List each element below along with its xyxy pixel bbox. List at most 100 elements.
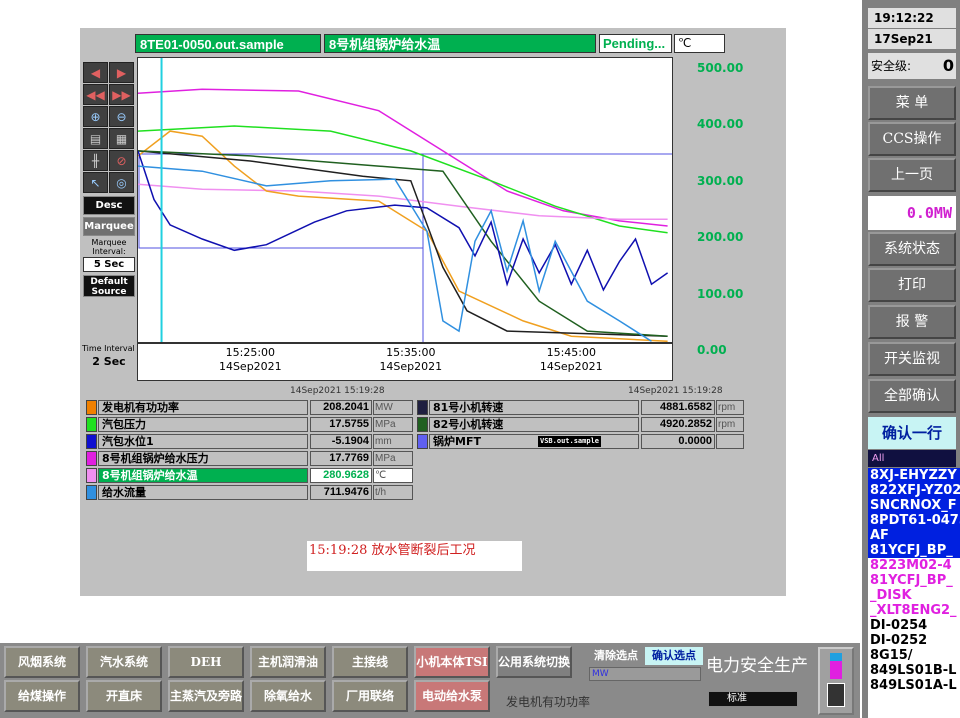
trend-launch-icon[interactable] [818,647,854,715]
series-color-swatch [86,400,97,415]
series-color-swatch [86,451,97,466]
tag-name-field[interactable]: 8TE01-0050.out.sample [135,34,321,53]
unit-field: ℃ [674,34,725,53]
alarm-item[interactable]: _DISK [868,588,960,603]
point-unit: MPa [373,417,413,432]
point-unit: mm [373,434,413,449]
system-button[interactable]: 小机本体TSI [414,646,490,678]
x-tick-date: 14Sep2021 [218,360,282,373]
point-name[interactable]: 给水流量 [98,485,308,500]
time-interval-value: 2 Sec [92,355,126,368]
unit-input[interactable]: MW [589,667,701,681]
confirm-row-button[interactable]: 确认一行 [868,417,956,449]
point-name-text: 8号机组锅炉给水温 [102,469,198,482]
nav-button[interactable]: 报 警 [868,305,956,339]
desc-button[interactable]: Desc [83,196,135,215]
alarm-item[interactable]: DI-0252 [868,633,960,648]
zoom-in-icon[interactable]: ⊕ [83,106,108,127]
system-button[interactable]: 公用系统切换 [496,646,572,678]
system-button[interactable]: 主接线 [332,646,408,678]
point-name[interactable]: 汽包压力 [98,417,308,432]
system-button[interactable]: 风烟系统 [4,646,80,678]
crosshair-icon[interactable]: ◎ [109,172,134,193]
alarm-item[interactable]: 849LS01B-L [868,663,960,678]
system-button[interactable]: 除氧给水 [250,680,326,712]
zoom-out-icon[interactable]: ⊖ [109,106,134,127]
alarm-item[interactable]: 849LS01A-L [868,678,960,693]
alarm-item[interactable]: 8G15/ [868,648,960,663]
power-readout: 0.0MW [868,196,956,230]
series-line [138,150,669,292]
y-tick-label: 0.00 [697,343,727,357]
trend-icon[interactable]: ╫ [83,150,108,171]
y-tick-label: 100.00 [697,286,744,301]
point-value: 17.5755 [310,417,372,432]
table-icon[interactable]: ▦ [109,128,134,149]
system-button[interactable]: 主蒸汽及旁路 [168,680,244,712]
system-button[interactable]: 电动给水泵 [414,680,490,712]
trend-plot[interactable] [137,57,673,343]
point-name-text: 汽包压力 [102,418,146,431]
nav-button[interactable]: 菜 单 [868,86,956,120]
system-button[interactable]: 开直床 [86,680,162,712]
alarm-item[interactable]: 8XJ-EHYZZY [868,468,960,483]
marquee-interval-field[interactable]: 5 Sec [83,257,135,272]
alarm-item[interactable]: 822XFJ-YZ02 [868,483,960,498]
cursor-icon[interactable]: ↖ [83,172,108,193]
system-button[interactable]: 厂用联络 [332,680,408,712]
point-name[interactable]: 8号机组锅炉给水压力 [98,451,308,466]
system-button[interactable]: 汽水系统 [86,646,162,678]
alarm-item[interactable]: 81YCFJ_BP_ [868,573,960,588]
series-line [138,88,668,227]
scroll-right-icon[interactable]: ▶ [109,62,134,83]
safety-level-label: 安全级: [871,59,912,73]
system-button[interactable]: 主机润滑油 [250,646,326,678]
point-value: 208.2041 [310,400,372,415]
nav-button[interactable]: 上一页 [868,158,956,192]
point-unit: MPa [373,451,413,466]
fast-right-icon[interactable]: ▶▶ [109,84,134,105]
system-button[interactable]: 给煤操作 [4,680,80,712]
alarm-item[interactable]: AF [868,528,960,543]
alarm-filter[interactable]: All [868,450,956,467]
point-name[interactable]: 发电机有功功率 [98,400,308,415]
scroll-left-icon[interactable]: ◀ [83,62,108,83]
marquee-button[interactable]: Marquee [83,217,135,236]
tag-description: 8号机组锅炉给水温 [324,34,596,53]
alarm-item[interactable]: _XLT8ENG2_ [868,603,960,618]
nav-button[interactable]: 打印 [868,268,956,302]
point-name-text: 发电机有功功率 [102,401,179,414]
clear-point-button[interactable]: 清除选点 [587,647,645,665]
point-value: 280.9628 [310,468,372,483]
default-source-button[interactable]: Default Source [83,275,135,297]
clock-date: 17Sep21 [868,29,956,49]
alarm-item[interactable]: 8PDT61-0475 [868,513,960,528]
point-name[interactable]: 汽包水位1 [98,434,308,449]
point-name[interactable]: 82号小机转速 [429,417,639,432]
alarm-item[interactable]: SNCRNOX_F [868,498,960,513]
point-unit: rpm [716,400,744,415]
nav-button[interactable]: 开关监视 [868,342,956,376]
point-name[interactable]: 8号机组锅炉给水温 [98,468,308,483]
alarm-item[interactable]: 81YCFJ_BP_ [868,543,960,558]
nav-button[interactable]: 全部确认 [868,379,956,413]
point-name[interactable]: 锅炉MFT VSB.out.sample [429,434,639,449]
table-timestamp-left: 14Sep2021 15:19:28 [290,386,385,396]
series-line [138,130,668,342]
nav-button[interactable]: 系统状态 [868,232,956,266]
alarm-item[interactable]: DI-0254 [868,618,960,633]
window-icon[interactable]: ▤ [83,128,108,149]
selected-point-label: 发电机有功功率 [506,695,591,709]
confirm-point-button[interactable]: 确认选点 [645,647,703,665]
ime-toolbar[interactable]: 标准 [708,691,798,707]
alarm-item[interactable]: 8223M02-4 [868,558,960,573]
series-color-swatch [417,400,428,415]
series-color-swatch [86,434,97,449]
cancel-icon[interactable]: ⊘ [109,150,134,171]
alarm-list[interactable]: 8XJ-EHYZZY 822XFJ-YZ02 SNCRNOX_F 8PDT61-047… [868,468,960,718]
fast-left-icon[interactable]: ◀◀ [83,84,108,105]
point-value: 711.9476 [310,485,372,500]
system-button[interactable]: DEH [168,646,244,678]
nav-button[interactable]: CCS操作 [868,122,956,156]
point-name[interactable]: 81号小机转速 [429,400,639,415]
